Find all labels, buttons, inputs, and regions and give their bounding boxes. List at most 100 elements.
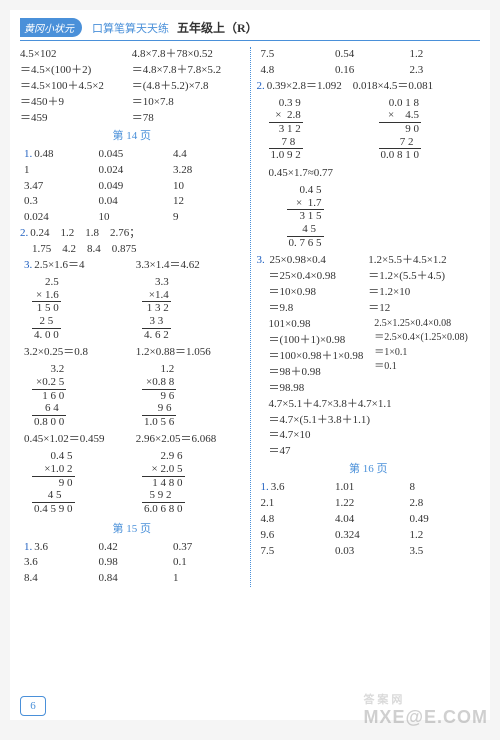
text: ＝459: [20, 111, 132, 127]
text: ＝4.7×(5.1＋3.8＋1.1): [269, 413, 481, 429]
calc: 0.3 9× 2.83 1 27 8 1.0 9 2: [269, 97, 303, 162]
text: 8: [406, 480, 481, 496]
text: 4.7×5.1＋4.7×3.8＋4.7×1.1: [269, 397, 481, 413]
page: 黄冈小状元 口算笔算天天练 五年级上（R） 4.5×102 ＝4.5×(100＋…: [10, 10, 490, 720]
text: ＝9.8: [257, 301, 369, 317]
q2: 2.0.24 1.2 1.8 2.76； 1.75 4.2 8.4 0.875: [20, 226, 244, 258]
text: 0.48: [34, 148, 53, 160]
calc: 0.4 5×1.0 29 04 5 0.4 5 9 0: [32, 450, 75, 515]
top-rows: 7.50.541.2 4.80.162.3: [257, 47, 481, 79]
text: 12: [169, 194, 244, 210]
calc: 2.5× 1.61 5 02 5 4. 0 0: [32, 276, 61, 341]
text: ＝78: [132, 111, 244, 127]
text: ＝12: [368, 301, 480, 317]
text: 0.45×1.7≈0.77: [257, 166, 481, 182]
text: 3.47: [20, 179, 95, 195]
text: 0.49: [406, 512, 481, 528]
q3: 3.2.5×1.6＝43.3×1.4＝4.62 2.5× 1.61 5 02 5…: [20, 258, 244, 519]
calc: 3.2×0.2 51 6 06 4 0.8 0 0: [32, 363, 66, 428]
text: 1: [20, 163, 95, 179]
columns: 4.5×102 ＝4.5×(100＋2) ＝4.5×100＋4.5×2 ＝450…: [20, 47, 480, 587]
right-column: 7.50.541.2 4.80.162.3 2.0.39×2.8＝1.092 0…: [255, 47, 481, 587]
text: 1.2: [406, 528, 481, 544]
text: 1.75 4.2 8.4 0.875: [20, 242, 244, 258]
text: 4.5×102: [20, 47, 132, 63]
eq-block: 4.5×102 ＝4.5×(100＋2) ＝4.5×100＋4.5×2 ＝450…: [20, 47, 244, 127]
q16-1: 1.3.61.018 2.11.222.8 4.84.040.49 9.60.3…: [257, 480, 481, 560]
text: 2.8: [406, 496, 481, 512]
text: ＝(4.8＋5.2)×7.8: [132, 79, 244, 95]
text: ＝4.5×100＋4.5×2: [20, 79, 132, 95]
text: ＝98.98: [269, 381, 375, 397]
text: 1.2×5.5＋4.5×1.2: [368, 253, 480, 269]
text: 0.045: [95, 147, 170, 163]
text: 0.049: [95, 179, 170, 195]
text: 0.024: [20, 210, 95, 226]
text: 0.024: [95, 163, 170, 179]
text: 3.6: [34, 541, 48, 553]
text: ＝10×0.98: [257, 285, 369, 301]
text: ＝47: [269, 444, 481, 460]
text: 1.22: [331, 496, 406, 512]
page-14-header: 第 14 页: [20, 129, 244, 145]
text: ＝450＋9: [20, 95, 132, 111]
brand: 黄冈小状元: [20, 18, 82, 37]
text: 0.84: [95, 571, 170, 587]
page-16-header: 第 16 页: [257, 462, 481, 478]
text: ＝0.1: [374, 360, 480, 375]
text: 3.6: [20, 555, 95, 571]
text: 10: [95, 210, 170, 226]
text: ＝10×7.8: [132, 95, 244, 111]
text: 1.2×0.88＝1.056: [132, 345, 244, 361]
text: 4.8: [257, 512, 332, 528]
text: 2.5×1.6＝4: [34, 259, 84, 271]
watermark-cn: 答案网: [363, 691, 488, 707]
text: ＝(100＋1)×0.98: [269, 333, 375, 349]
text: 2.3: [406, 63, 481, 79]
text: 1: [169, 571, 244, 587]
text: 4.8: [257, 63, 332, 79]
text: ＝1.2×(5.5＋4.5): [368, 269, 480, 285]
text: 0.03: [331, 544, 406, 560]
text: 0.1: [169, 555, 244, 571]
text: 10: [169, 179, 244, 195]
subtitle: 口算笔算天天练: [92, 20, 169, 36]
watermark-en: MXE@E.COM: [363, 707, 488, 727]
text: 0.24 1.2 1.8 2.76；: [30, 227, 140, 239]
header: 黄冈小状元 口算笔算天天练 五年级上（R）: [20, 18, 480, 41]
text: 7.5: [257, 47, 332, 63]
q15-1: 1.3.60.420.37 3.60.980.1 8.40.841: [20, 540, 244, 588]
text: 1.01: [331, 480, 406, 496]
text: 0.04: [95, 194, 170, 210]
text: 0.54: [331, 47, 406, 63]
text: ＝100×0.98＋1×0.98: [269, 349, 375, 365]
text: ＝2.5×0.4×(1.25×0.08): [374, 331, 480, 346]
text: 0.37: [169, 540, 244, 556]
text: 0.45×1.02＝0.459: [20, 432, 132, 448]
calc: 0.0 1 8× 4.59 07 2 0.0 8 1 0: [379, 97, 422, 162]
text: ＝4.5×(100＋2): [20, 63, 132, 79]
text: 4.8×7.8＋78×0.52: [132, 47, 244, 63]
calc: 3.3×1.41 3 23 3 4. 6 2: [142, 276, 171, 341]
text: 0.324: [331, 528, 406, 544]
text: 7.5: [257, 544, 332, 560]
text: 0.98: [95, 555, 170, 571]
calc: 1.2×0.8 89 69 6 1.0 5 6: [142, 363, 176, 428]
text: 2.5×1.25×0.4×0.08: [374, 317, 480, 332]
watermark: 答案网 MXE@E.COM: [363, 691, 488, 728]
q3: 3. 25×0.98×0.4 ＝25×0.4×0.98 ＝10×0.98 ＝9.…: [257, 253, 481, 460]
text: ＝25×0.4×0.98: [257, 269, 369, 285]
calc: 2.9 6× 2.0 51 4 8 05 9 2 6.0 6 8 0: [142, 450, 185, 515]
text: 0.16: [331, 63, 406, 79]
text: 3.28: [169, 163, 244, 179]
text: 1.2: [406, 47, 481, 63]
page-number: 6: [20, 696, 46, 716]
text: 4.04: [331, 512, 406, 528]
text: 2.1: [257, 496, 332, 512]
text: 0.39×2.8＝1.092 0.018×4.5＝0.081: [267, 80, 433, 92]
text: ＝98＋0.98: [269, 365, 375, 381]
text: 9.6: [257, 528, 332, 544]
page-15-header: 第 15 页: [20, 522, 244, 538]
q1: 1.0.480.0454.4 10.0243.28 3.470.04910 0.…: [20, 147, 244, 227]
text: ＝1.2×10: [368, 285, 480, 301]
